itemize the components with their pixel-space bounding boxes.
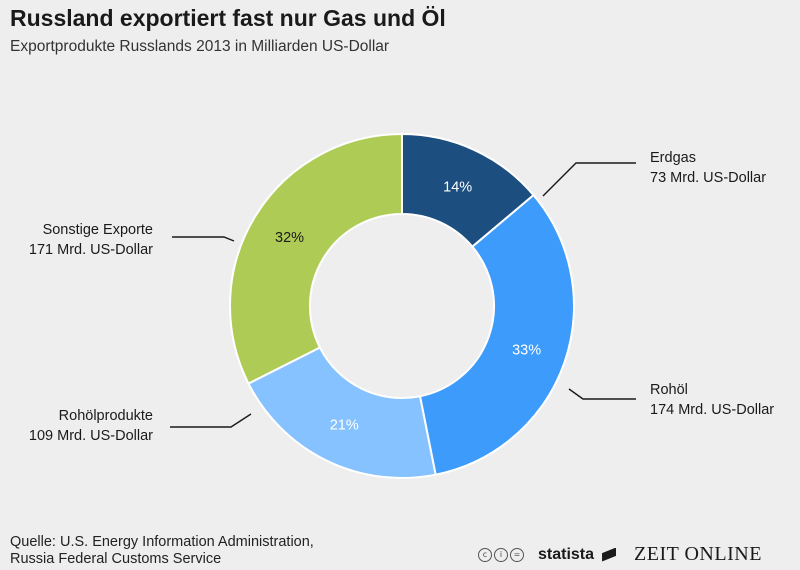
percent-label-4: 32% bbox=[275, 230, 304, 246]
source-line-1: Quelle: U.S. Energy Information Administ… bbox=[10, 534, 314, 550]
percent-label-2: 33% bbox=[512, 343, 541, 359]
nd-icon: = bbox=[510, 547, 524, 562]
by-icon: i bbox=[494, 547, 508, 562]
donut-slice-2 bbox=[418, 193, 575, 476]
slice-label-3: Rohölprodukte bbox=[59, 408, 153, 424]
slice-label-1: Erdgas bbox=[650, 150, 696, 166]
slice-label-4: Sonstige Exporte bbox=[43, 222, 153, 238]
statista-logo: statista bbox=[538, 545, 595, 563]
source-note: Quelle: U.S. Energy Information Administ… bbox=[10, 534, 314, 568]
chart-title: Russland exportiert fast nur Gas und Öl bbox=[10, 5, 446, 31]
percent-label-3: 21% bbox=[330, 418, 359, 434]
leader-line-1 bbox=[542, 162, 636, 197]
donut-chart: 14% Erdgas 73 Mrd. US-Dollar 33% Rohöl 174 Mr… bbox=[29, 132, 774, 479]
leader-line-3 bbox=[170, 413, 252, 428]
chart-subtitle: Exportprodukte Russlands 2013 in Milliar… bbox=[10, 38, 390, 55]
license-icons: c i = bbox=[478, 547, 524, 562]
slice-value-2: 174 Mrd. US-Dollar bbox=[650, 402, 774, 418]
donut-slice-4 bbox=[229, 132, 403, 385]
slice-value-3: 109 Mrd. US-Dollar bbox=[29, 428, 153, 444]
source-line-2: Russia Federal Customs Service bbox=[10, 551, 222, 567]
zeit-online-logo: ZEIT ONLINE bbox=[634, 543, 762, 565]
brand-bar: c i = statista ZEIT ONLINE bbox=[478, 543, 762, 566]
slice-label-2: Rohöl bbox=[650, 382, 688, 398]
leader-line-4 bbox=[172, 236, 235, 242]
donut-slice-3 bbox=[247, 346, 437, 479]
cc-icon: c bbox=[478, 547, 492, 562]
leader-line-2 bbox=[568, 388, 636, 400]
slice-value-4: 171 Mrd. US-Dollar bbox=[29, 242, 153, 258]
slice-value-1: 73 Mrd. US-Dollar bbox=[650, 170, 766, 186]
percent-label-1: 14% bbox=[443, 179, 472, 195]
statista-mark-icon bbox=[602, 547, 617, 562]
